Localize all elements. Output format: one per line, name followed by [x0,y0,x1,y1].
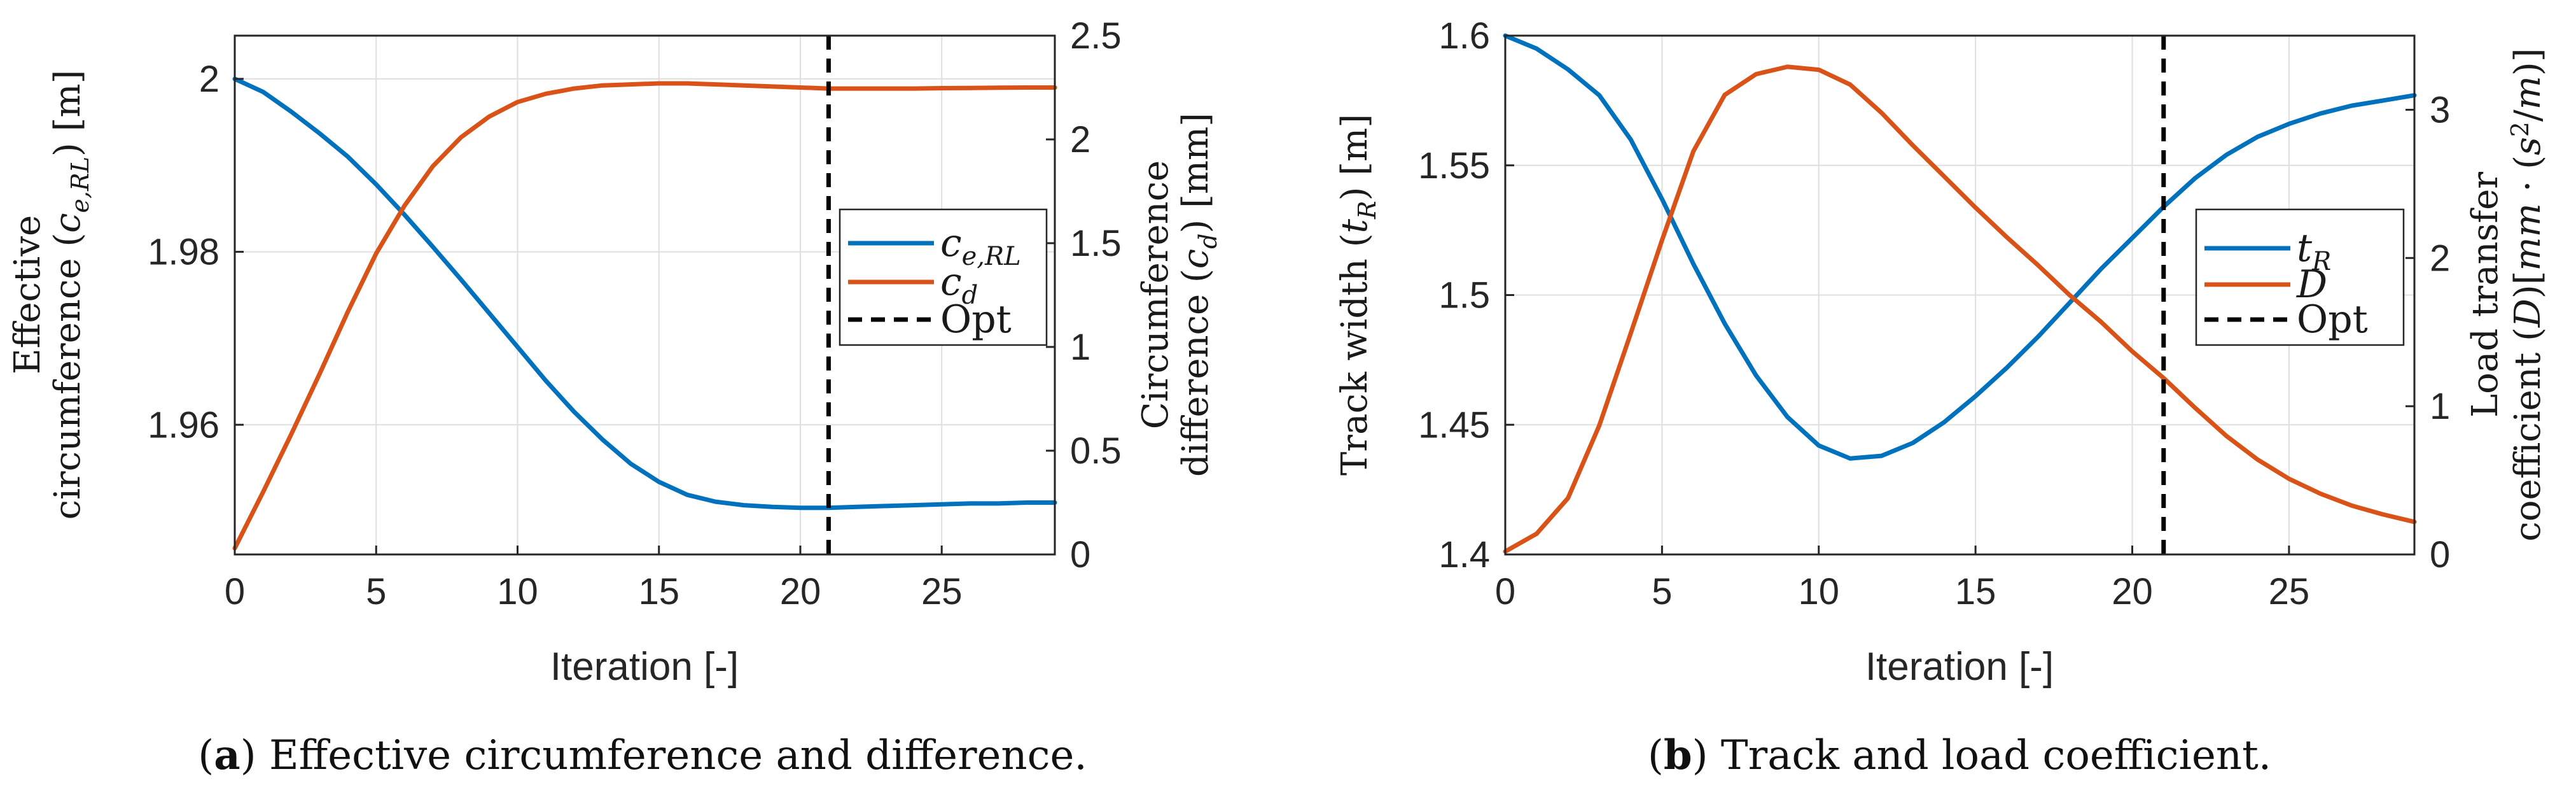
y-left-tick-label: 1.45 [1418,404,1490,446]
y-left-tick-label: 1.96 [148,404,219,446]
y-left-label-b-line1: Track width (tR) [m] [1334,114,1381,476]
x-tick-label: 15 [1955,571,1996,612]
x-ticks-a: 0 5 10 15 20 25 [225,546,963,612]
y-right-label-a-line1: Circumference [1135,160,1176,429]
legend-b-label-tr: tR [2297,226,2331,276]
legend-a-label-ce: ce,RL [940,221,1021,271]
series-line-d [1503,64,2417,554]
x-tick-label: 20 [2112,571,2153,612]
x-tick-label: 25 [2269,571,2310,612]
x-tick-label: 0 [225,571,245,612]
x-tick-label: 15 [638,571,679,612]
x-ticks-b: 0 5 10 15 20 25 [1495,546,2309,612]
x-tick-label: 0 [1495,571,1515,612]
y-left-label-a-line1: Effective [7,215,48,374]
x-tick-label: 5 [366,571,386,612]
y-right-tick-label: 1 [1070,327,1090,368]
legend-b: tR D Opt [2195,208,2405,346]
y-left-tick-label: 1.4 [1438,534,1490,575]
y-left-tick-label: 1.6 [1438,15,1490,57]
series-b [1503,33,2417,554]
x-tick-label: 10 [497,571,538,612]
y-left-label-a: Effective circumference (ce,RL) [m] [7,70,94,520]
y-right-ticks-b: 0 1 2 3 [2405,89,2450,575]
caption-b: (b) Track and load coefficient. [1648,731,2271,779]
series-line-tr [1503,33,2417,461]
x-tick-label: 10 [1799,571,1840,612]
y-left-ticks-b: 1.4 1.45 1.5 1.55 1.6 [1418,15,1514,575]
y-right-tick-label: 3 [2430,89,2450,130]
x-axis-label-a: Iteration [-] [550,645,739,689]
y-left-ticks-a: 1.96 1.98 2 [148,59,244,446]
series-line-cerl [232,76,1057,511]
y-left-tick-label: 2 [199,59,219,100]
y-right-tick-label: 2 [2430,237,2450,279]
y-right-tick-label: 0 [1070,534,1090,575]
legend-b-label-d: D [2296,262,2327,307]
panel-b: 0 5 10 15 20 25 1.4 1.45 1.5 1.55 1.6 0 1 2 3 Iterat… [1334,15,2549,779]
x-tick-label: 20 [780,571,821,612]
axes-box-a [233,34,1056,556]
caption-a: (a) Effective circumference and differen… [198,731,1087,779]
series-a [232,36,1057,554]
y-right-tick-label: 0.5 [1070,430,1122,472]
y-right-label-b-line1: Load transfer [2465,172,2506,418]
legend-b-label-opt: Opt [2297,297,2368,342]
y-right-tick-label: 0 [2430,534,2450,575]
y-left-tick-label: 1.5 [1438,275,1490,316]
x-tick-label: 25 [921,571,963,612]
y-right-label-b-line2: coefficient (D)[mm · (s2/m)] [2506,48,2549,541]
y-right-label-a: Circumference difference (cd) [mm] [1135,113,1222,477]
y-left-label-b: Track width (tR) [m] [1334,114,1381,476]
y-right-label-a-line2: difference (cd) [mm] [1175,113,1222,477]
x-axis-label-b: Iteration [-] [1865,645,2054,689]
y-right-tick-label: 2.5 [1070,15,1122,57]
legend-a: ce,RL cd Opt [839,208,1048,346]
y-left-tick-label: 1.55 [1418,145,1490,187]
y-right-tick-label: 2 [1070,119,1090,160]
y-right-tick-label: 1.5 [1070,223,1122,264]
legend-a-label-opt: Opt [940,297,1012,342]
series-line-cd [232,81,1057,551]
y-right-tick-label: 1 [2430,386,2450,427]
y-right-ticks-a: 0 0.5 1 1.5 2 2.5 [1046,15,1122,575]
panel-a: 0 5 10 15 20 25 1.96 1.98 2 0 0.5 1 1.5 2 2.5 Iterat… [7,15,1222,779]
y-right-label-b: Load transfer coefficient (D)[mm · (s2/m… [2465,48,2549,541]
legend-a-label-cd: cd [940,260,978,310]
legend-box-b [2195,208,2405,346]
x-tick-label: 5 [1652,571,1672,612]
y-left-tick-label: 1.98 [148,232,219,273]
legend-box-a [839,208,1048,346]
y-left-label-a-line2: circumference (ce,RL) [m] [47,70,94,520]
